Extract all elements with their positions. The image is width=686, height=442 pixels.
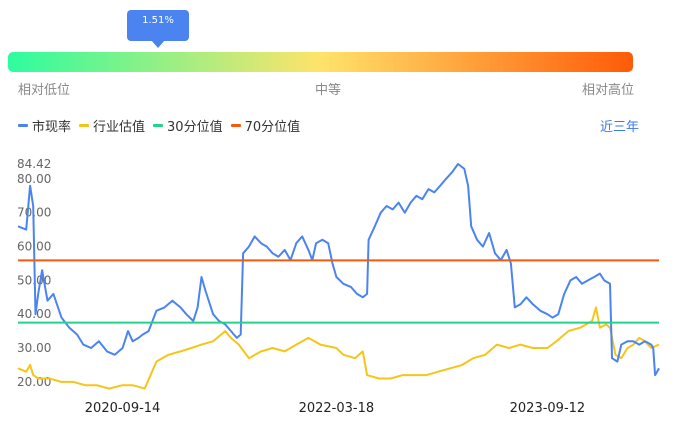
legend-label: 30分位值 xyxy=(167,120,223,135)
legend-swatch-icon xyxy=(230,124,241,127)
legend-label: 70分位值 xyxy=(244,120,301,135)
y-tick-label: 80.00 xyxy=(17,172,51,186)
y-tick-label: 30.00 xyxy=(17,341,51,355)
percentile-gradient-bar xyxy=(8,52,633,72)
gauge-low-label: 相对低位 xyxy=(18,83,71,98)
legend-item-70-percentile[interactable]: 70分位值 xyxy=(230,116,301,135)
period-selector[interactable]: 近三年 xyxy=(600,120,640,135)
gauge-mid-label: 中等 xyxy=(315,83,342,98)
legend-swatch-icon xyxy=(79,124,90,127)
y-tick-label: 40.00 xyxy=(17,307,51,321)
x-tick-label: 2022-03-18 xyxy=(299,401,375,416)
legend-swatch-icon xyxy=(18,124,28,127)
x-tick-label: 2020-09-14 xyxy=(85,401,161,416)
legend-label: 行业估值 xyxy=(93,120,146,135)
chart-legend: 市现率 行业估值 30分位值 70分位值 xyxy=(18,116,308,135)
x-tick-label: 2023-09-12 xyxy=(510,401,586,416)
percentile-label: 1.51% xyxy=(142,15,174,26)
series-line-market-cash-ratio xyxy=(17,163,660,377)
y-tick-label: 84.42 xyxy=(17,157,51,171)
legend-swatch-icon xyxy=(153,124,164,127)
gauge-high-label: 相对高位 xyxy=(582,83,635,98)
legend-item-30-percentile[interactable]: 30分位值 xyxy=(153,116,223,135)
legend-item-industry-valuation[interactable]: 行业估值 xyxy=(79,116,145,135)
percentile-tooltip: 1.51% xyxy=(127,10,189,48)
series-line-industry-valuation xyxy=(17,306,660,390)
legend-item-market-cash-ratio[interactable]: 市现率 xyxy=(18,116,71,135)
legend-label: 市现率 xyxy=(32,120,72,135)
